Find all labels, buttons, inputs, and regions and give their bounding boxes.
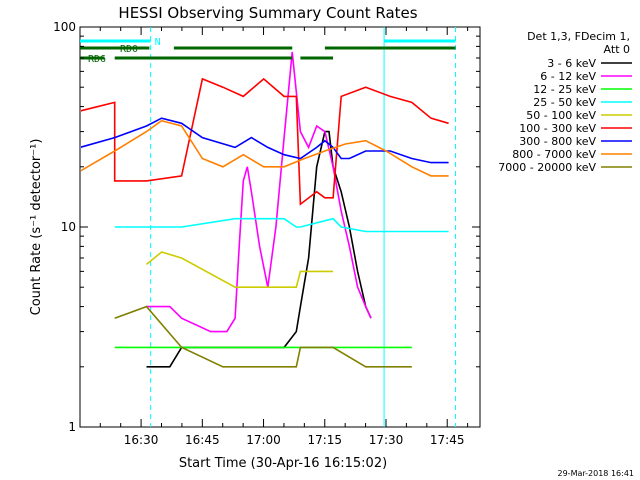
- series-line: [145, 251, 334, 289]
- legend-entry-label: 800 - 7000 keV: [512, 148, 596, 161]
- annotation-label: N: [155, 37, 161, 48]
- legend-entry-label: 25 - 50 keV: [533, 96, 596, 109]
- x-axis-label: Start Time (30-Apr-16 16:15:02): [179, 456, 387, 471]
- x-tick-label: 17:45: [430, 433, 465, 447]
- series-line: [146, 130, 372, 368]
- y-tick-label: 1: [68, 420, 76, 434]
- x-tick-label: 16:30: [124, 433, 159, 447]
- legend-entry-label: 7000 - 20000 keV: [498, 161, 596, 174]
- series-line: [146, 51, 372, 333]
- series-line: [81, 117, 449, 164]
- series-line: [81, 77, 449, 206]
- x-tick-label: 17:15: [307, 433, 342, 447]
- x-tick-label: 17:00: [246, 433, 281, 447]
- series-group: [81, 51, 449, 368]
- legend-entry-label: 50 - 100 keV: [526, 109, 596, 122]
- plot-area: N RD0 RD6: [79, 26, 481, 428]
- chart-title: HESSI Observing Summary Count Rates: [118, 4, 417, 22]
- footer-timestamp: 29-Mar-2018 16:41: [558, 469, 635, 478]
- x-axis-ticks: 16:30 16:45 17:00 17:15 17:30 17:45: [99, 27, 469, 447]
- series-line: [114, 305, 412, 368]
- legend-entry-label: 3 - 6 keV: [547, 57, 596, 70]
- legend-entry-label: 6 - 12 keV: [540, 70, 596, 83]
- series-line: [114, 217, 449, 233]
- legend-entry-label: 300 - 800 keV: [519, 135, 596, 148]
- y-tick-label: 100: [53, 20, 76, 34]
- legend-entry-label: 12 - 25 keV: [533, 83, 596, 96]
- annotation-label: RD0: [120, 44, 138, 55]
- annotation-label: RD6: [88, 54, 106, 65]
- y-tick-label: 10: [61, 220, 76, 234]
- x-tick-label: 16:45: [185, 433, 220, 447]
- y-axis-label: Count Rate (s⁻¹ detector⁻¹): [29, 139, 44, 316]
- y-axis-ticks: 1 10 100: [53, 20, 480, 434]
- series-line: [81, 119, 449, 177]
- legend-header-line-2: Att 0: [604, 43, 630, 56]
- legend-entry-label: 100 - 300 keV: [519, 122, 596, 135]
- x-tick-label: 17:30: [369, 433, 404, 447]
- legend-header-line-1: Det 1,3, FDecim 1,: [527, 30, 630, 43]
